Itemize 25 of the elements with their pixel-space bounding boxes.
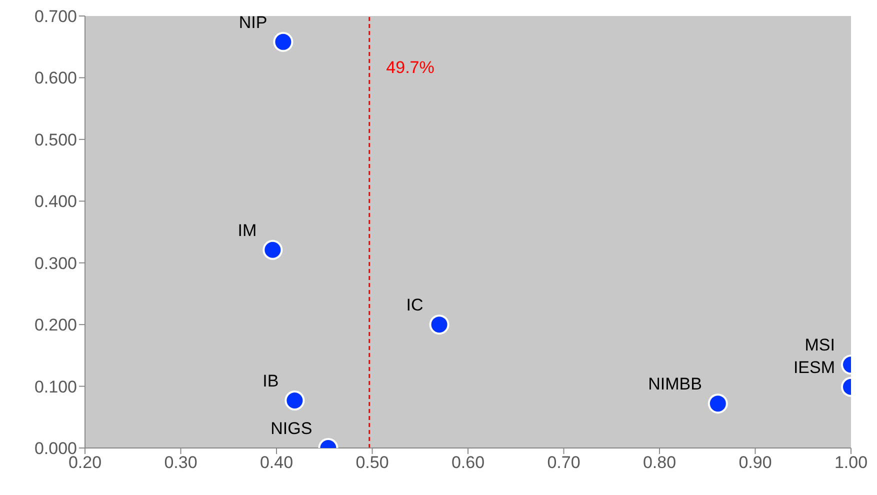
x-tick-label: 0.40 xyxy=(260,453,294,472)
annotation: NIP xyxy=(238,12,268,32)
annotation: IESM xyxy=(793,358,835,377)
x-tick-label: 0.80 xyxy=(642,453,676,472)
annotation: IC xyxy=(406,296,424,315)
ref-line-label: 49.7% xyxy=(386,58,434,78)
annotation: NIMBB xyxy=(648,374,702,394)
annotation: IB xyxy=(262,371,279,390)
x-tick-label: 0.60 xyxy=(451,453,485,472)
x-tick-label: 0.50 xyxy=(356,453,389,472)
y-tick-label: 0.200 xyxy=(34,316,77,335)
x-tick-label: 0.70 xyxy=(547,453,580,472)
x-tick-label: 0.90 xyxy=(738,453,772,472)
x-tick-label: 0.30 xyxy=(164,453,198,472)
y-tick-label: 0.300 xyxy=(34,254,77,273)
annotation: MSI xyxy=(804,336,835,355)
x-tick-label: 1.00 xyxy=(834,453,868,472)
y-tick-label: 0.700 xyxy=(34,7,77,26)
y-tick-label: 0.500 xyxy=(34,130,77,150)
x-tick-label: 0.20 xyxy=(68,453,102,472)
annotation: IM xyxy=(238,220,257,240)
y-tick-label: 0.600 xyxy=(34,68,77,88)
annotation: NIGS xyxy=(270,419,312,438)
y-tick-label: 0.100 xyxy=(34,377,77,396)
y-tick-label: 0.400 xyxy=(34,192,77,212)
